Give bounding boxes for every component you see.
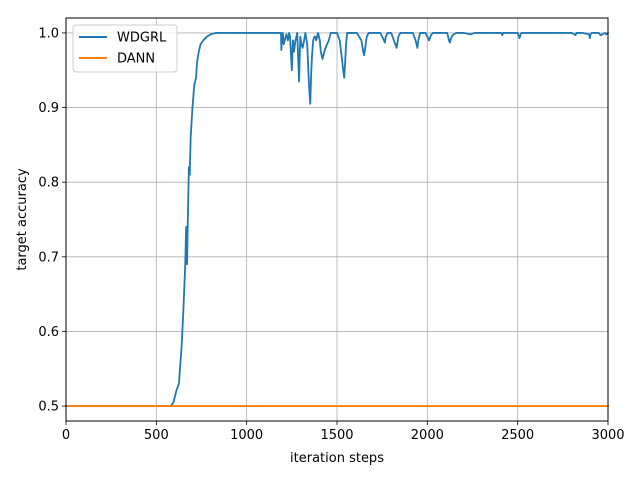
x-tick-label: 3000 <box>591 428 624 443</box>
y-tick-label: 0.6 <box>38 325 59 340</box>
y-tick-label: 0.7 <box>38 250 59 265</box>
x-tick-label: 1000 <box>230 428 263 443</box>
axis-ticks: 0 500 1000 1500 2000 2500 3000 0.5 0.6 0.7 0.8 0.9 1… <box>38 26 624 443</box>
y-tick-label: 1.0 <box>38 26 59 41</box>
series-layer <box>65 31 610 407</box>
x-tick-label: 2500 <box>501 428 534 443</box>
y-tick-label: 0.9 <box>38 101 59 116</box>
y-tick-label: 0.8 <box>38 176 59 191</box>
legend-label-wdgrl: WDGRL <box>117 31 167 46</box>
y-axis-label: target accuracy <box>15 168 30 271</box>
legend-label-dann: DANN <box>117 52 155 67</box>
series-line-wdgrl <box>65 31 610 407</box>
x-tick-label: 1500 <box>320 428 353 443</box>
x-tick-label: 2000 <box>411 428 444 443</box>
legend: WDGRL DANN <box>72 24 178 73</box>
x-tick-label: 500 <box>144 428 169 443</box>
x-axis-label: iteration steps <box>290 451 384 466</box>
x-tick-label: 0 <box>62 428 70 443</box>
y-tick-label: 0.5 <box>38 400 59 415</box>
